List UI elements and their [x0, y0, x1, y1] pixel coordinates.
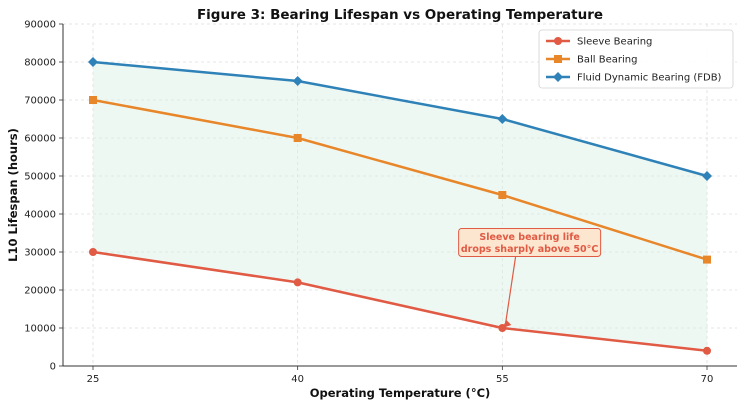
x-tick-label: 25: [87, 374, 100, 385]
fill-region: [93, 62, 707, 351]
legend-marker: [554, 37, 562, 45]
data-point: [702, 171, 712, 181]
legend-marker: [554, 55, 562, 63]
y-tick-label: 70000: [24, 96, 56, 107]
data-point: [293, 134, 302, 142]
y-tick-label: 40000: [24, 210, 56, 221]
y-tick-label: 20000: [24, 286, 56, 297]
data-point: [293, 278, 302, 287]
legend-label: Fluid Dynamic Bearing (FDB): [577, 73, 722, 84]
annotation-arrowhead: [502, 320, 512, 328]
x-tick-label: 40: [291, 374, 304, 385]
data-point: [497, 114, 508, 124]
series-line: [92, 98, 708, 261]
annotation-box: [458, 228, 602, 257]
y-tick-label: 30000: [24, 248, 56, 259]
series-line: [92, 250, 708, 353]
y-tick-label: 60000: [24, 134, 56, 145]
data-point: [292, 76, 303, 86]
annotation-text: drops sharply above 50°C: [461, 244, 598, 255]
annotation-arrow: [504, 256, 517, 326]
axes: [59, 23, 737, 370]
legend-label: Sleeve Bearing: [577, 37, 652, 48]
series-lines: [88, 57, 712, 355]
series-line: [92, 60, 708, 178]
fill-between-area: [93, 62, 707, 351]
data-point: [89, 248, 97, 256]
x-tick-label: 70: [701, 374, 714, 385]
legend-box: [538, 29, 734, 89]
chart-title: Figure 3: Bearing Lifespan vs Operating …: [197, 7, 603, 23]
y-tick-label: 90000: [24, 20, 56, 31]
data-point: [498, 191, 507, 199]
x-axis-label: Operating Temperature (°C): [310, 386, 491, 400]
tick-labels: 0 10000 20000 30000 40000 50000 60000 70000 8000…: [24, 20, 713, 386]
annotation-text: Sleeve bearing life: [479, 232, 579, 243]
data-point: [88, 57, 98, 67]
data-point: [703, 346, 711, 355]
legend-marker: [553, 72, 563, 82]
y-tick-label: 0: [50, 362, 56, 373]
x-tick-label: 55: [496, 374, 509, 385]
y-tick-label: 80000: [24, 58, 56, 69]
legend: Sleeve Bearing Ball Bearing Fluid Dynamic …: [538, 29, 734, 89]
legend-label: Ball Bearing: [577, 55, 637, 66]
data-point: [703, 255, 711, 264]
data-point: [89, 96, 97, 104]
y-axis-label: L10 Lifespan (hours): [6, 128, 20, 262]
y-tick-label: 50000: [24, 172, 56, 183]
y-tick-label: 10000: [24, 324, 56, 335]
